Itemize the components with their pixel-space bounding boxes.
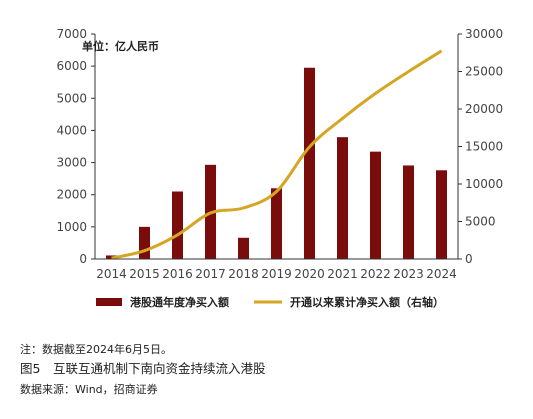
x-tick-label: 2016	[162, 267, 193, 281]
left-tick-label: 4000	[56, 123, 87, 137]
left-tick-label: 7000	[56, 27, 87, 41]
x-tick-label: 2014	[96, 267, 127, 281]
unit-label: 单位：亿人民币	[82, 39, 159, 53]
x-tick-label: 2024	[426, 267, 457, 281]
x-tick-label: 2022	[360, 267, 391, 281]
bar	[403, 165, 414, 259]
right-tick-label: 0	[465, 252, 473, 266]
left-axis-ticks: 0 1000 2000 3000 4000 5000 6000 7000	[56, 27, 95, 266]
right-tick-label: 30000	[465, 27, 503, 41]
left-tick-label: 1000	[56, 220, 87, 234]
right-tick-label: 25000	[465, 65, 503, 79]
right-tick-label: 5000	[465, 215, 496, 229]
bar	[304, 67, 315, 259]
left-tick-label: 0	[79, 252, 87, 266]
legend-bar-label: 港股通年度净买入额	[130, 295, 229, 309]
legend-line-label: 开通以来累计净买入额（右轴）	[290, 295, 444, 309]
bar-series	[106, 67, 447, 259]
right-tick-label: 15000	[465, 140, 503, 154]
right-tick-label: 20000	[465, 102, 503, 116]
footnote: 注：数据截至2024年6月5日。	[20, 343, 172, 356]
line-series	[111, 49, 443, 260]
bar	[436, 170, 447, 259]
x-tick-label: 2018	[228, 267, 259, 281]
chart: 0 1000 2000 3000 4000 5000 6000 7000 0 5000 10000…	[56, 27, 503, 309]
x-tick-label: 2021	[327, 267, 358, 281]
cumulative-line	[111, 49, 443, 260]
x-tick-label: 2023	[393, 267, 424, 281]
x-tick-label: 2020	[294, 267, 325, 281]
bar	[172, 191, 183, 259]
legend: 港股通年度净买入额 开通以来累计净买入额（右轴）	[96, 295, 444, 309]
bar	[271, 188, 282, 259]
right-tick-label: 10000	[465, 177, 503, 191]
bar	[370, 151, 381, 259]
right-axis-ticks: 0 5000 10000 15000 20000 25000 30000	[458, 27, 503, 266]
data-source: 数据来源：Wind，招商证券	[20, 383, 158, 396]
x-tick-label: 2017	[195, 267, 226, 281]
left-tick-label: 2000	[56, 188, 87, 202]
x-tick-label: 2015	[129, 267, 160, 281]
figure-caption: 图5 互联互通机制下南向资金持续流入港股	[20, 361, 266, 376]
left-tick-label: 5000	[56, 91, 87, 105]
left-tick-label: 6000	[56, 59, 87, 73]
left-tick-label: 3000	[56, 156, 87, 170]
bar	[238, 237, 249, 259]
bar	[139, 226, 150, 259]
x-axis-ticks: 2014 2015 2016 2017 2018 2019 2020 2021 2022 2023…	[96, 267, 457, 281]
x-tick-label: 2019	[261, 267, 292, 281]
bar	[337, 137, 348, 259]
legend-bar-swatch	[96, 298, 122, 306]
